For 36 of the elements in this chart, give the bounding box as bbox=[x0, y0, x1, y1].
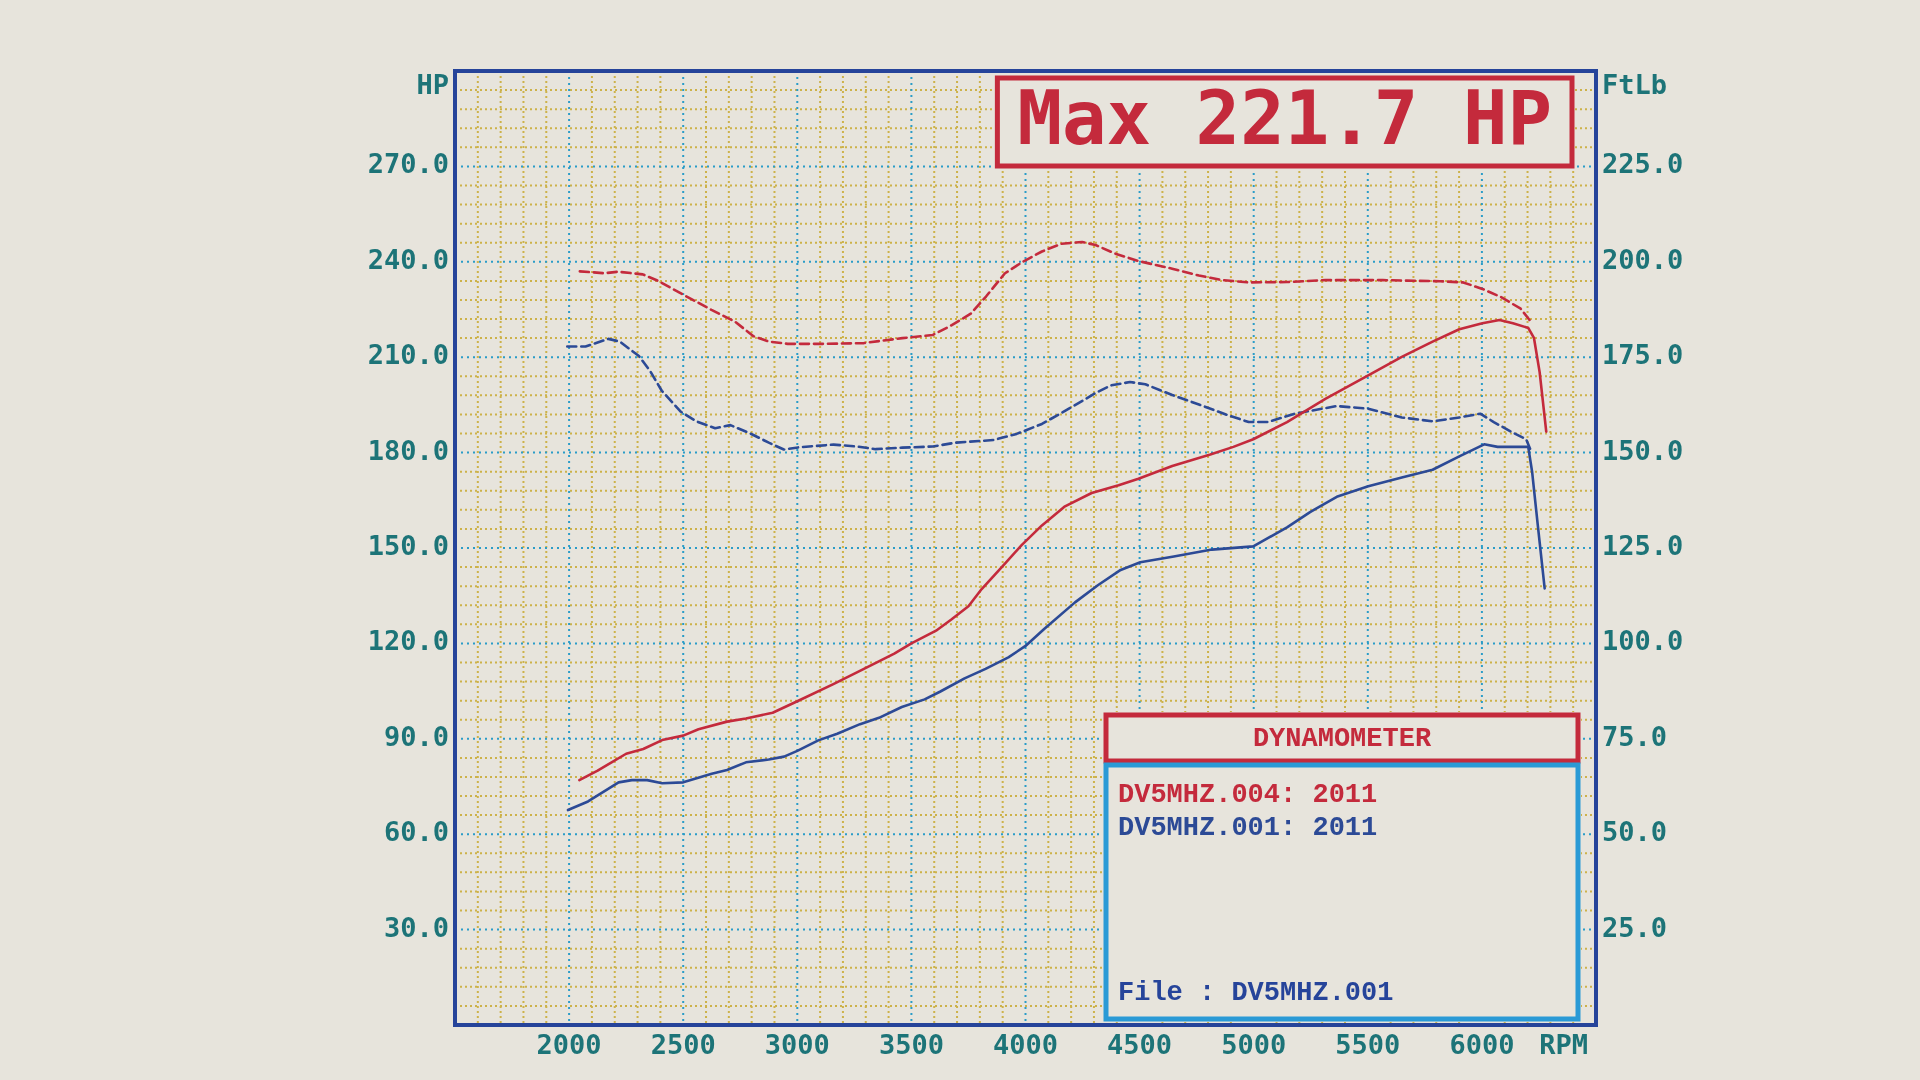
x-tick-label: 4000 bbox=[992, 1029, 1059, 1061]
y2-tick-label: 75.0 bbox=[1602, 720, 1668, 752]
line-series bbox=[578, 240, 1534, 346]
x-tick-label: 5000 bbox=[1221, 1029, 1287, 1061]
chart-title: Max 221.7 HP bbox=[1017, 75, 1552, 162]
y-tick-label: 90.0 bbox=[383, 720, 449, 752]
y-axis-title: HP bbox=[416, 69, 449, 101]
x-tick-label: 6000 bbox=[1449, 1029, 1515, 1061]
x-tick-label: 3500 bbox=[878, 1029, 944, 1061]
y-tick-label: 150.0 bbox=[367, 530, 449, 562]
y-tick-label: 240.0 bbox=[367, 243, 449, 275]
y2-tick-label: 50.0 bbox=[1602, 816, 1668, 848]
y-tick-label: 180.0 bbox=[367, 434, 449, 466]
legend-title: DYNAMOMETER bbox=[1252, 723, 1432, 754]
y-tick-label: 60.0 bbox=[383, 816, 449, 848]
x-tick-label: 5500 bbox=[1335, 1029, 1401, 1061]
y2-axis-title: FtLb bbox=[1602, 69, 1668, 101]
y2-tick-label: 225.0 bbox=[1602, 148, 1684, 180]
y2-tick-label: 100.0 bbox=[1602, 625, 1684, 657]
x-axis-title: RPM bbox=[1539, 1029, 1588, 1061]
x-tick-label: 4500 bbox=[1107, 1029, 1173, 1061]
y-tick-label: 30.0 bbox=[383, 911, 449, 943]
y2-tick-label: 200.0 bbox=[1602, 243, 1684, 275]
y-tick-label: 120.0 bbox=[367, 625, 449, 657]
y2-tick-label: 150.0 bbox=[1602, 434, 1684, 466]
y2-tick-label: 25.0 bbox=[1602, 911, 1668, 943]
y-tick-label: 210.0 bbox=[367, 339, 449, 371]
y2-tick-label: 125.0 bbox=[1602, 530, 1684, 562]
text: DV5MHZ.004: 2011 bbox=[1118, 779, 1378, 810]
y-tick-label: 270.0 bbox=[367, 148, 449, 180]
x-tick-label: 3000 bbox=[764, 1029, 830, 1061]
text: DV5MHZ.001: 2011 bbox=[1118, 812, 1378, 843]
annotation: File : DV5MHZ.001 bbox=[1118, 977, 1394, 1008]
y2-tick-label: 175.0 bbox=[1602, 339, 1684, 371]
x-tick-label: 2500 bbox=[650, 1029, 716, 1061]
x-tick-label: 2000 bbox=[536, 1029, 602, 1061]
